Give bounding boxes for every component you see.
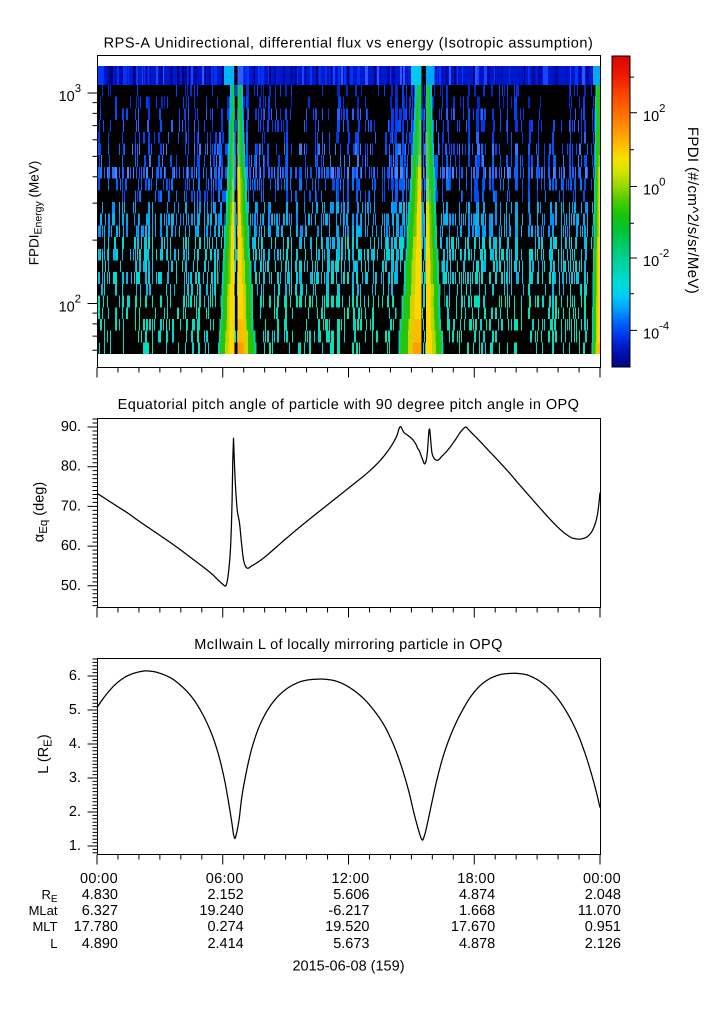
svg-text:80.: 80. (61, 459, 81, 475)
svg-text:17.670: 17.670 (451, 919, 495, 935)
svg-text:5.: 5. (69, 702, 81, 718)
svg-text:60.: 60. (61, 538, 81, 554)
svg-text:50.: 50. (61, 578, 81, 594)
svg-text:12:00: 12:00 (331, 871, 369, 887)
svg-text:18:00: 18:00 (457, 871, 495, 887)
svg-text:10-2: 10-2 (643, 248, 669, 270)
svg-text:5.606: 5.606 (333, 887, 369, 903)
svg-text:-6.217: -6.217 (328, 903, 369, 919)
svg-text:1.: 1. (69, 838, 81, 854)
svg-text:103: 103 (59, 83, 81, 105)
svg-text:102: 102 (59, 294, 81, 316)
svg-text:FPDIEnergy (MeV): FPDIEnergy (MeV) (27, 161, 45, 266)
svg-text:3.: 3. (69, 770, 81, 786)
svg-text:6.327: 6.327 (82, 903, 118, 919)
svg-text:102: 102 (643, 103, 665, 125)
svg-text:19.240: 19.240 (199, 903, 243, 919)
svg-text:0.274: 0.274 (207, 919, 243, 935)
svg-text:4.878: 4.878 (459, 936, 495, 952)
svg-text:100: 100 (643, 177, 665, 199)
svg-text:MLT: MLT (32, 919, 57, 934)
svg-text:19.520: 19.520 (325, 919, 369, 935)
svg-text:00:00: 00:00 (80, 871, 118, 887)
svg-text:70.: 70. (61, 498, 81, 514)
svg-text:0.951: 0.951 (585, 919, 621, 935)
svg-text:06:00: 06:00 (206, 871, 244, 887)
svg-text:2.414: 2.414 (207, 936, 243, 952)
svg-text:11.070: 11.070 (578, 903, 621, 919)
svg-text:McIlwain L of locally mirrorin: McIlwain L of locally mirroring particle… (194, 637, 502, 653)
svg-text:FPDI (#/cm^2/s/sr/MeV): FPDI (#/cm^2/s/sr/MeV) (684, 127, 701, 294)
svg-text:4.890: 4.890 (82, 936, 118, 952)
svg-text:L: L (50, 936, 57, 951)
svg-text:2.126: 2.126 (585, 936, 621, 952)
svg-text:5.673: 5.673 (333, 936, 369, 952)
svg-text:2.152: 2.152 (207, 887, 243, 903)
svg-text:4.830: 4.830 (82, 887, 118, 903)
svg-text:Equatorial pitch angle of part: Equatorial pitch angle of particle with … (118, 397, 580, 413)
svg-text:2.048: 2.048 (585, 887, 621, 903)
svg-text:2.: 2. (69, 804, 81, 820)
svg-text:RPS-A Unidirectional, differen: RPS-A Unidirectional, differential flux … (104, 36, 594, 52)
svg-text:1.668: 1.668 (459, 903, 495, 919)
svg-text:00:00: 00:00 (583, 871, 621, 887)
svg-text:4.: 4. (69, 736, 81, 752)
svg-text:2015-06-08 (159): 2015-06-08 (159) (292, 959, 404, 975)
svg-text:90.: 90. (61, 419, 81, 435)
svg-text:17.780: 17.780 (74, 919, 118, 935)
svg-text:10-4: 10-4 (643, 321, 669, 343)
svg-text:6.: 6. (69, 668, 81, 684)
svg-text:MLat: MLat (29, 903, 58, 918)
svg-text:4.874: 4.874 (459, 887, 495, 903)
